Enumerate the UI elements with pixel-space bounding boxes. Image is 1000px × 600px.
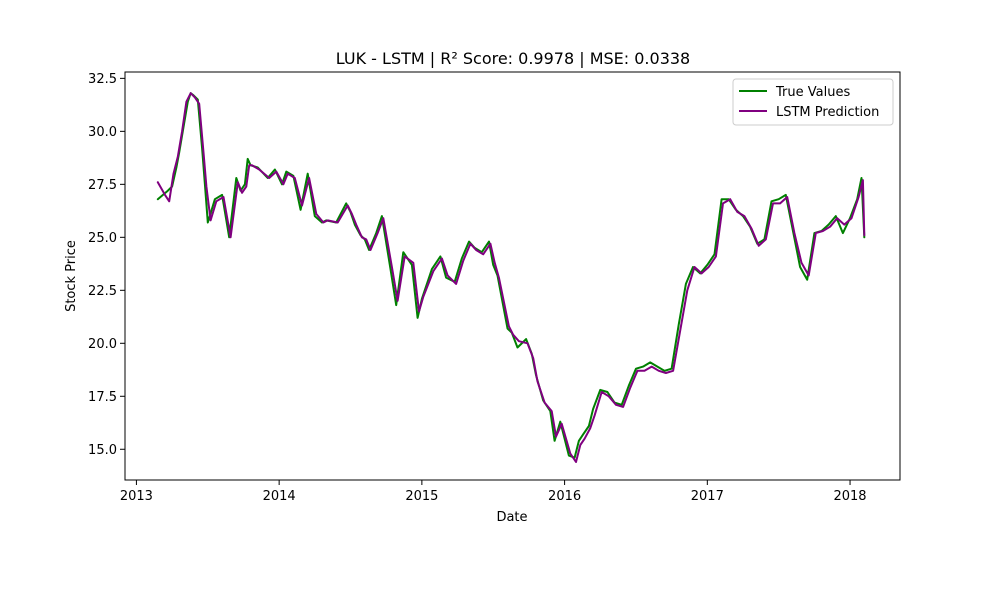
x-tick-label: 2018: [833, 489, 866, 504]
legend: True Values LSTM Prediction: [732, 78, 894, 126]
x-axis-label: Date: [496, 510, 527, 525]
legend-label-lstm-prediction: LSTM Prediction: [776, 105, 879, 120]
legend-frame: [732, 78, 894, 126]
x-tick-label: 2014: [263, 489, 296, 504]
x-tick-label: 2017: [691, 489, 724, 504]
series-line-true-values: [156, 92, 866, 459]
y-axis: 15.0 17.5 20.0 22.5 25.0 27.5 30.0 32.5: [88, 72, 125, 458]
x-tick-label: 2015: [405, 489, 438, 504]
x-tick-label: 2016: [548, 489, 581, 504]
y-tick-label: 17.5: [88, 390, 117, 405]
y-tick-label: 27.5: [88, 178, 117, 193]
x-tick-label: 2013: [120, 489, 153, 504]
y-tick-label: 20.0: [88, 337, 117, 352]
legend-label-true-values: True Values: [775, 85, 850, 100]
chart-title: LUK - LSTM | R² Score: 0.9978 | MSE: 0.0…: [336, 49, 690, 68]
y-tick-label: 25.0: [88, 231, 117, 246]
y-axis-label: Stock Price: [64, 240, 79, 312]
y-tick-label: 22.5: [88, 284, 117, 299]
series-line-lstm-prediction: [156, 92, 866, 463]
y-tick-label: 15.0: [88, 443, 117, 458]
plot-series: [156, 92, 866, 463]
x-axis: 2013 2014 2015 2016 2017 2018: [120, 480, 867, 504]
plot-area-frame: [124, 71, 901, 481]
y-tick-label: 32.5: [88, 72, 117, 87]
y-tick-label: 30.0: [88, 125, 117, 140]
